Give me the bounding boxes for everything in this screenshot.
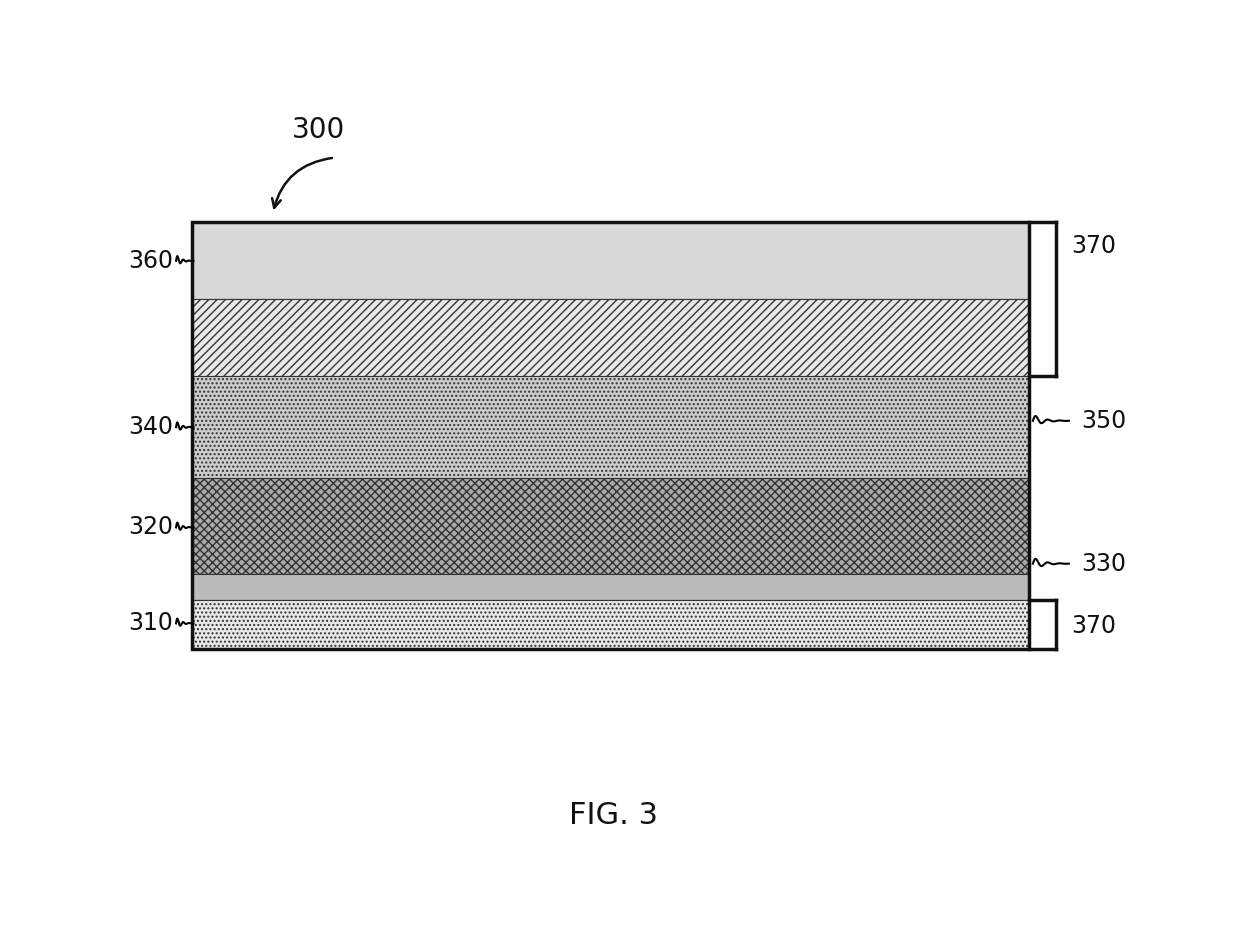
Bar bbox=[192, 478, 1029, 575]
Text: 370: 370 bbox=[1071, 614, 1116, 638]
Bar bbox=[192, 222, 1029, 649]
Text: 360: 360 bbox=[129, 248, 174, 273]
Bar bbox=[192, 376, 1029, 478]
Text: 320: 320 bbox=[129, 515, 174, 540]
Bar bbox=[192, 222, 1029, 299]
Text: 310: 310 bbox=[129, 611, 174, 635]
FancyArrowPatch shape bbox=[272, 158, 332, 208]
Text: 330: 330 bbox=[1081, 552, 1126, 576]
Text: 350: 350 bbox=[1081, 409, 1126, 433]
Bar bbox=[192, 600, 1029, 649]
Bar bbox=[192, 299, 1029, 376]
Text: 370: 370 bbox=[1071, 234, 1116, 258]
Text: 340: 340 bbox=[129, 415, 174, 439]
Bar bbox=[192, 575, 1029, 600]
Text: 300: 300 bbox=[291, 116, 345, 144]
Text: FIG. 3: FIG. 3 bbox=[569, 801, 658, 831]
